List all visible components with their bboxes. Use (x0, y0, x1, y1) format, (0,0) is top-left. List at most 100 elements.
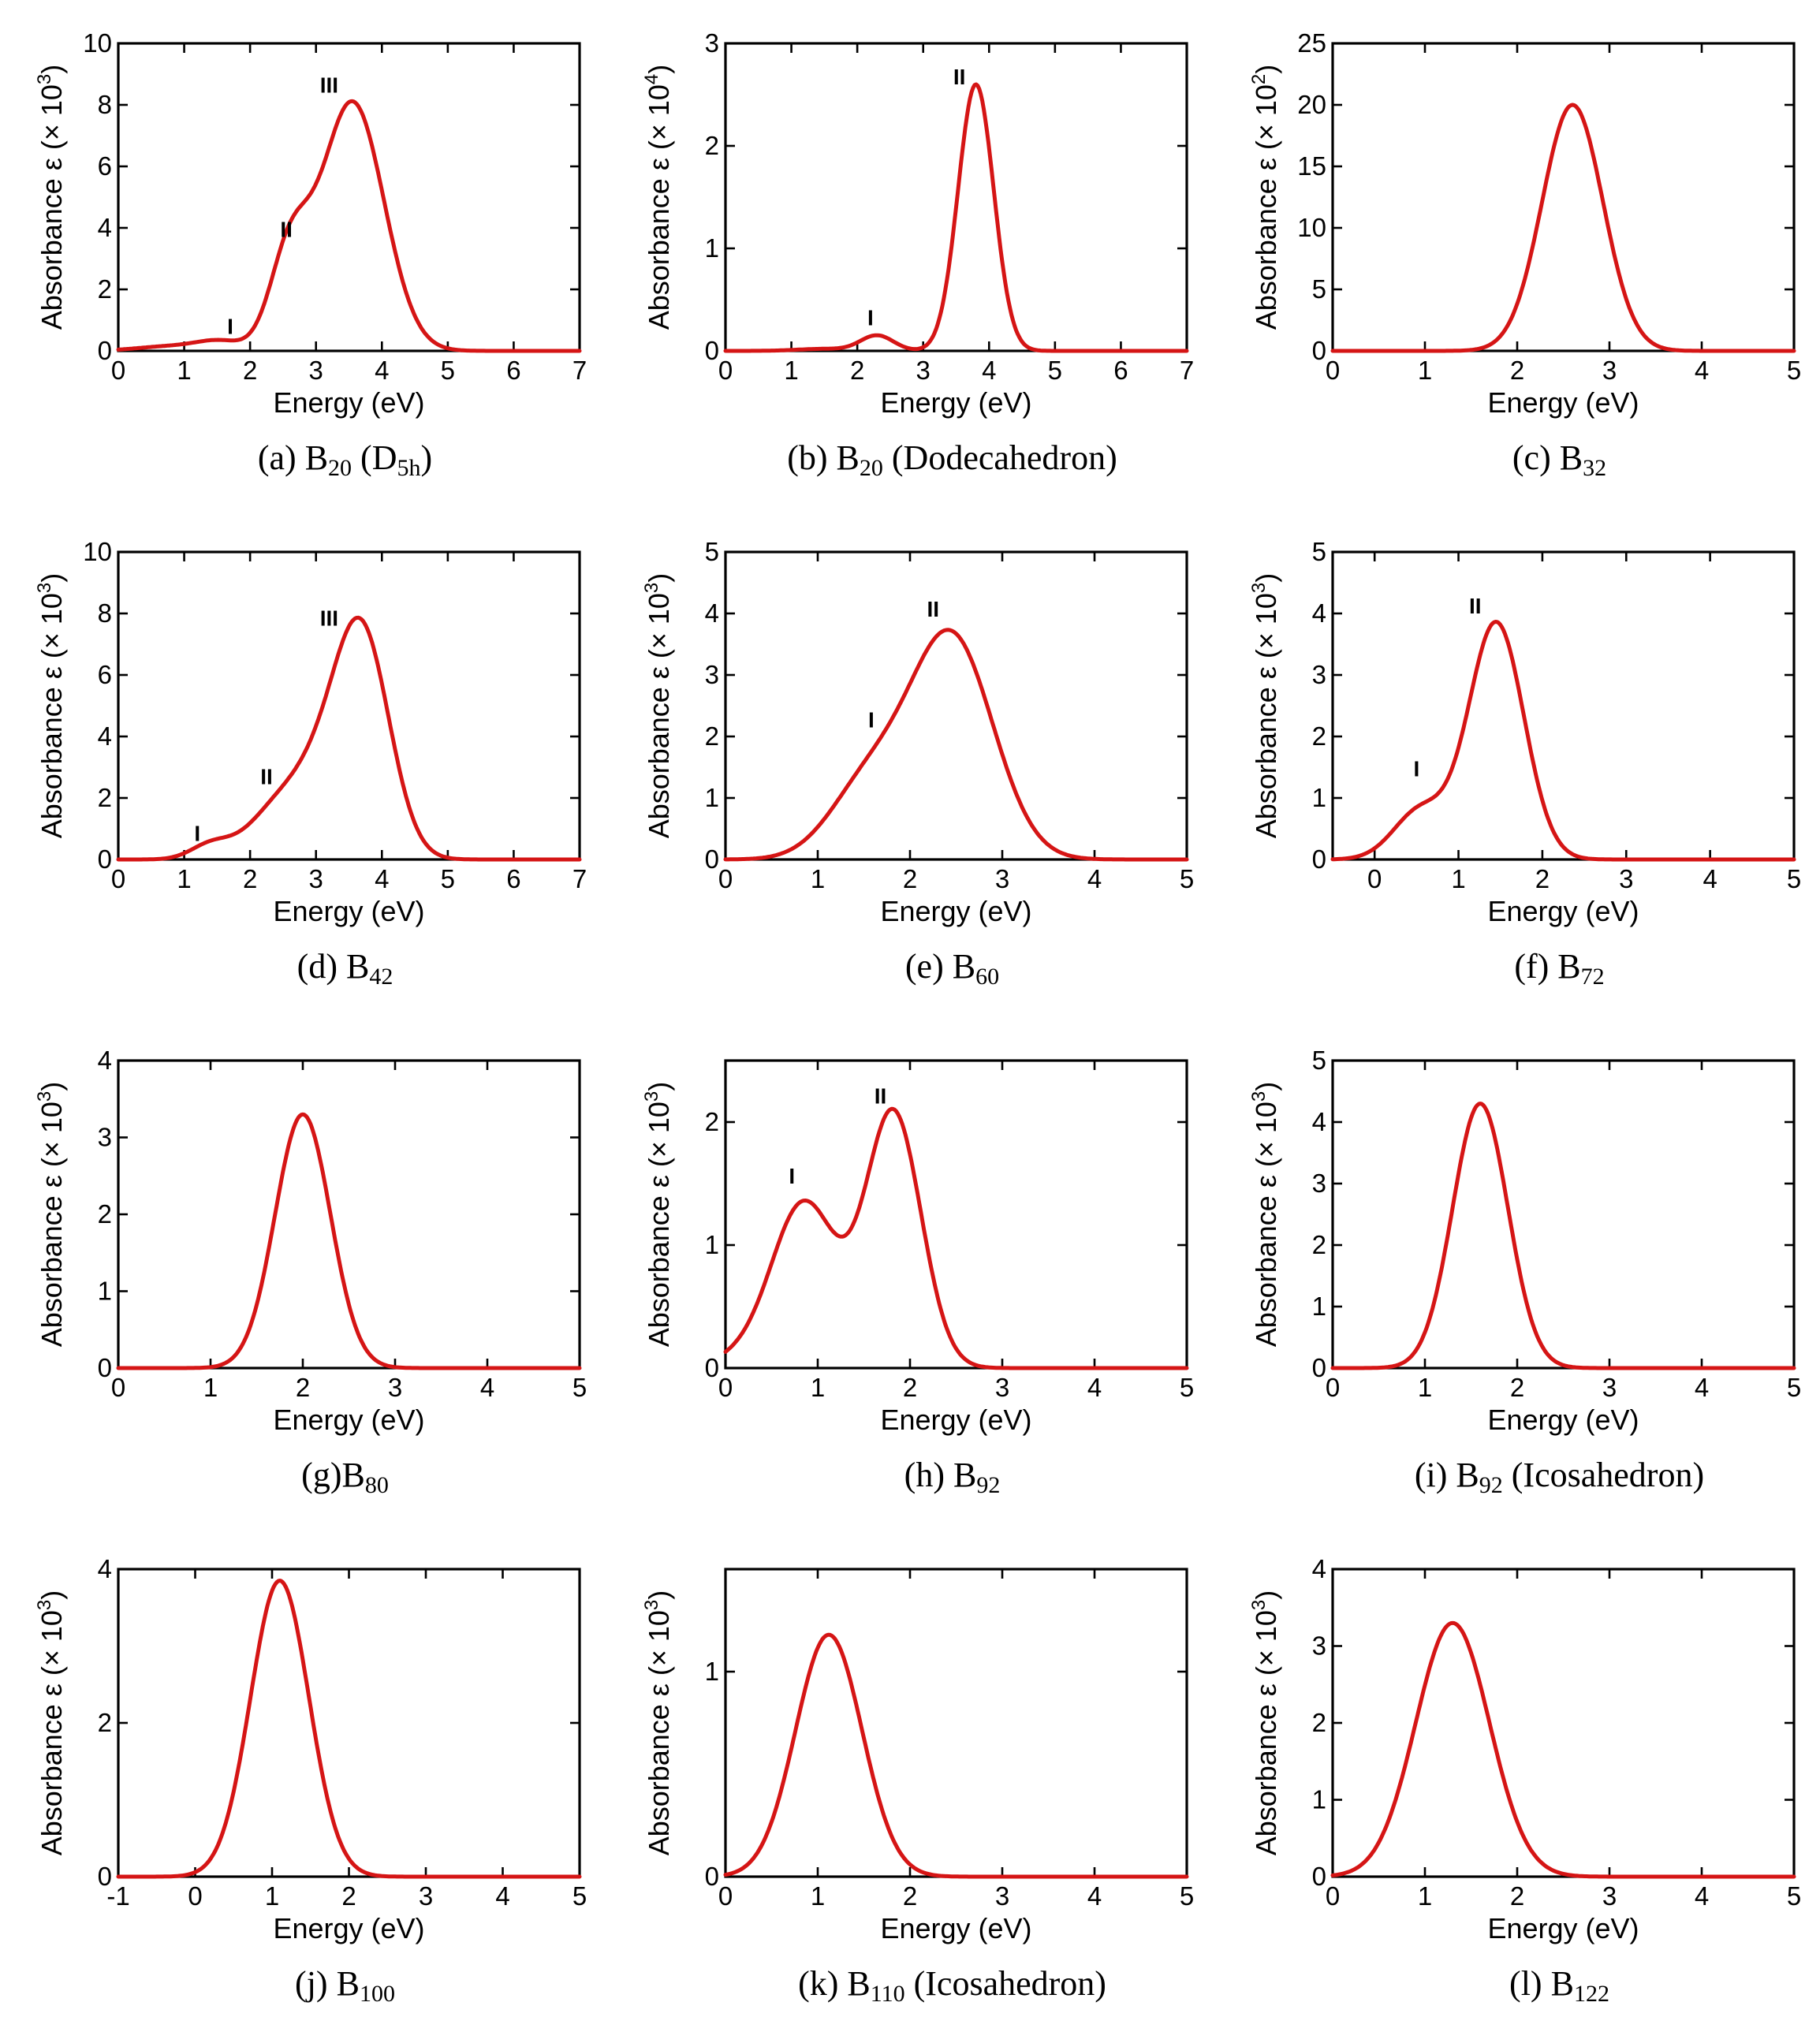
caption-prefix: (i) B (1415, 1456, 1479, 1494)
series-line-d-0 (116, 615, 582, 862)
x-tick-label: 1 (811, 1373, 825, 1402)
y-axis-title-close: ) (1250, 573, 1282, 583)
y-tick-label: 0 (705, 1353, 719, 1382)
panel-caption: (h) B92 (904, 1456, 1001, 1498)
x-tick-label: 5 (1180, 1881, 1194, 1911)
caption-prefix: (j) B (295, 1964, 360, 2003)
x-tick-label: 0 (718, 1373, 733, 1402)
caption-subscript: 92 (1479, 1472, 1503, 1498)
x-tick-label: 1 (1418, 1373, 1432, 1402)
x-tick-label: 5 (1180, 864, 1194, 893)
x-tick-label: 1 (1418, 1881, 1432, 1911)
y-axis-title-main: Absorbance ε (× 10 (1250, 1102, 1282, 1347)
x-tick-label: 1 (811, 1881, 825, 1911)
y-tick-label: 0 (1312, 844, 1326, 874)
caption-subscript: 72 (1581, 964, 1605, 990)
panel-caption: (a) B20 (D5h) (258, 438, 432, 481)
x-tick-label: 5 (572, 1881, 587, 1911)
series-line-c-0 (1330, 103, 1796, 353)
peak-annotation: II (927, 597, 939, 621)
x-tick-label: 1 (1451, 864, 1465, 893)
x-tick-label: 2 (296, 1373, 310, 1402)
caption-prefix: (c) B (1512, 438, 1583, 477)
y-tick-label: 5 (1312, 1046, 1326, 1075)
y-tick-label: 2 (1312, 1708, 1326, 1737)
caption-subscript: 92 (976, 1472, 1000, 1498)
y-axis-title-main: Absorbance ε (× 10 (643, 84, 675, 330)
chart-panel-l: 0 1 2 3 4 5 0 1 2 3 4 Energy (eV) Absorbance ε (× 10… (1248, 1554, 1801, 2007)
y-tick-label: 0 (1312, 336, 1326, 365)
x-tick-label: 6 (1113, 356, 1128, 385)
y-tick-label: 2 (98, 1199, 112, 1229)
peak-annotation: II (875, 1084, 887, 1109)
x-axis-title: Energy (eV) (880, 386, 1031, 419)
y-axis-title-exponent: 3 (641, 1091, 662, 1102)
caption-prefix: (k) B (798, 1964, 871, 2003)
y-axis-title: Absorbance ε (× 103) (641, 573, 675, 839)
x-tick-label: 2 (1535, 864, 1550, 893)
y-tick-label: 4 (1312, 598, 1326, 628)
panel-caption: (c) B32 (1512, 438, 1606, 481)
x-tick-label: 2 (1510, 356, 1524, 385)
y-axis-title-main: Absorbance ε (× 10 (1250, 84, 1282, 330)
y-axis-title-main: Absorbance ε (× 10 (1250, 1610, 1282, 1855)
y-axis-title: Absorbance ε (× 104) (641, 65, 675, 330)
y-axis-title-exponent: 3 (1248, 1600, 1270, 1610)
y-axis-title: Absorbance ε (× 103) (34, 65, 68, 330)
caption-suffix: (D (352, 438, 397, 477)
x-tick-label: 0 (111, 864, 125, 893)
y-tick-label: 10 (83, 537, 112, 566)
peak-annotation: II (260, 764, 273, 789)
y-tick-label: 2 (705, 721, 719, 751)
y-axis-title: Absorbance ε (× 103) (1248, 1082, 1282, 1348)
x-tick-label: 5 (1787, 1373, 1801, 1402)
x-tick-label: 5 (1787, 1881, 1801, 1911)
plot-frame (724, 550, 1188, 861)
x-tick-label: 2 (1510, 1881, 1524, 1911)
y-tick-label: 1 (705, 1230, 719, 1259)
caption-subscript: 60 (975, 964, 999, 990)
x-tick-label: 4 (375, 356, 389, 385)
x-tick-label: 5 (1787, 356, 1801, 385)
caption-prefix: (e) B (905, 947, 975, 986)
x-tick-label: 4 (1695, 1373, 1709, 1402)
y-tick-label: 0 (1312, 1862, 1326, 1891)
caption-prefix: (g)B (301, 1456, 365, 1494)
plot-frame (117, 1568, 581, 1878)
y-tick-label: 2 (1312, 721, 1326, 751)
x-tick-label: 7 (572, 356, 587, 385)
y-tick-label: 1 (1312, 1785, 1326, 1814)
plot-frame (1331, 42, 1796, 352)
series-line-j-0 (116, 1579, 582, 1879)
y-tick-label: 2 (705, 1107, 719, 1136)
x-tick-label: 7 (572, 864, 587, 893)
y-axis-title-close: ) (35, 1082, 68, 1091)
peak-annotation: I (868, 707, 875, 732)
x-axis-title: Energy (eV) (273, 386, 424, 419)
y-tick-label: 0 (1312, 1353, 1326, 1382)
caption-subscript: 100 (360, 1981, 395, 2007)
x-tick-label: 3 (995, 1373, 1009, 1402)
caption-suffix: (Icosahedron) (905, 1964, 1106, 2003)
y-axis-title: Absorbance ε (× 103) (1248, 573, 1282, 839)
caption-suffix: (Dodecahedron) (883, 438, 1117, 477)
y-tick-label: 0 (98, 1353, 112, 1382)
peak-annotation: I (789, 1164, 795, 1188)
x-tick-label: 0 (718, 864, 733, 893)
x-axis-title: Energy (eV) (1487, 895, 1639, 927)
panel-caption: (e) B60 (905, 947, 999, 990)
x-tick-label: 2 (850, 356, 864, 385)
y-axis-title-exponent: 2 (1248, 74, 1270, 84)
y-axis-title-main: Absorbance ε (× 10 (643, 1102, 675, 1347)
y-tick-label: 1 (1312, 783, 1326, 812)
y-tick-label: 5 (1312, 537, 1326, 566)
y-axis-title-main: Absorbance ε (× 10 (643, 1610, 675, 1855)
caption-suffix-2: ) (420, 438, 432, 477)
x-tick-label: 2 (903, 1881, 917, 1911)
chart-panel-d: 0 1 2 3 4 5 6 7 0 2 4 6 8 10 Energy (eV) Absorbance ε (… (34, 537, 587, 990)
y-axis-title-close: ) (35, 65, 68, 74)
y-tick-label: 4 (98, 213, 112, 242)
plot-frame (724, 42, 1188, 352)
